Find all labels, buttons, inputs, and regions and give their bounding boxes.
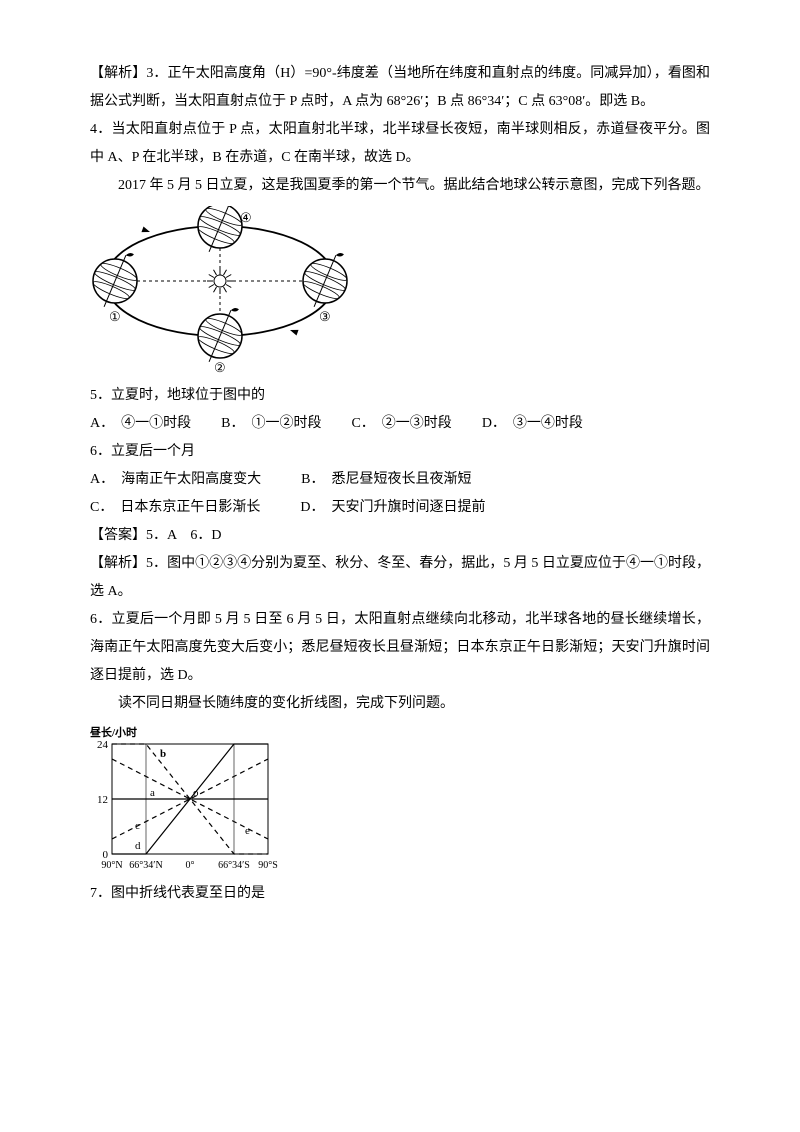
q6-opt-b: B． 悉尼昼短夜长且夜渐短 [301, 466, 471, 494]
svg-text:0°: 0° [186, 860, 195, 871]
svg-text:d: d [135, 840, 141, 852]
q6-opt-a: A． 海南正午太阳高度变大 [90, 466, 261, 494]
analysis-q3: 【解析】3．正午太阳高度角（H）=90°-纬度差（当地所在纬度和直射点的纬度。同… [90, 60, 710, 116]
svg-text:①: ① [109, 309, 121, 324]
orbit-svg: ① ② ③ ④ [90, 206, 350, 376]
passage-daylength: 读不同日期昼长随纬度的变化折线图，完成下列问题。 [90, 690, 710, 718]
svg-text:24: 24 [97, 739, 109, 751]
svg-text:③: ③ [319, 309, 331, 324]
svg-text:b: b [160, 748, 166, 760]
q5-opt-b: B． ①一②时段 [221, 410, 321, 438]
svg-text:a: a [150, 787, 155, 799]
daylength-chart: 昼长/小时01224abcdeo90°N66°34′N0°66°34′S90°S [90, 724, 710, 874]
q5-opt-c: C． ②一③时段 [351, 410, 451, 438]
svg-text:c: c [135, 820, 140, 832]
q6-opt-c: C． 日本东京正午日影渐长 [90, 494, 260, 522]
svg-text:90°S: 90°S [258, 860, 278, 871]
question-6: 6．立夏后一个月 [90, 438, 710, 466]
passage-lixia: 2017 年 5 月 5 日立夏，这是我国夏季的第一个节气。据此结合地球公转示意… [90, 172, 710, 200]
daylength-svg: 昼长/小时01224abcdeo90°N66°34′N0°66°34′S90°S [90, 724, 290, 874]
q5-opt-d: D． ③一④时段 [482, 410, 583, 438]
explanation-6: 6．立夏后一个月即 5 月 5 日至 6 月 5 日，太阳直射点继续向北移动，北… [90, 606, 710, 690]
question-5-options: A． ④一①时段 B． ①一②时段 C． ②一③时段 D． ③一④时段 [90, 410, 710, 438]
svg-text:o: o [193, 787, 199, 799]
svg-text:昼长/小时: 昼长/小时 [90, 725, 137, 739]
answer-5-6: 【答案】5．A 6．D [90, 522, 710, 550]
explanation-5: 【解析】5．图中①②③④分别为夏至、秋分、冬至、春分，据此，5 月 5 日立夏应… [90, 550, 710, 606]
q5-opt-a: A． ④一①时段 [90, 410, 191, 438]
question-7: 7．图中折线代表夏至日的是 [90, 880, 710, 908]
svg-text:e: e [245, 825, 250, 837]
svg-text:④: ④ [240, 210, 252, 225]
svg-text:66°34′N: 66°34′N [129, 860, 162, 871]
question-6-options-row2: C． 日本东京正午日影渐长 D． 天安门升旗时间逐日提前 [90, 494, 710, 522]
q6-opt-d: D． 天安门升旗时间逐日提前 [300, 494, 485, 522]
analysis-q4: 4．当太阳直射点位于 P 点，太阳直射北半球，北半球昼长夜短，南半球则相反，赤道… [90, 116, 710, 172]
orbit-diagram: ① ② ③ ④ [90, 206, 710, 376]
question-5: 5．立夏时，地球位于图中的 [90, 382, 710, 410]
document-page: 【解析】3．正午太阳高度角（H）=90°-纬度差（当地所在纬度和直射点的纬度。同… [0, 0, 800, 1132]
svg-text:12: 12 [97, 794, 108, 806]
svg-text:66°34′S: 66°34′S [218, 860, 250, 871]
svg-text:②: ② [214, 360, 226, 375]
svg-text:90°N: 90°N [101, 860, 122, 871]
question-6-options-row1: A． 海南正午太阳高度变大 B． 悉尼昼短夜长且夜渐短 [90, 466, 710, 494]
